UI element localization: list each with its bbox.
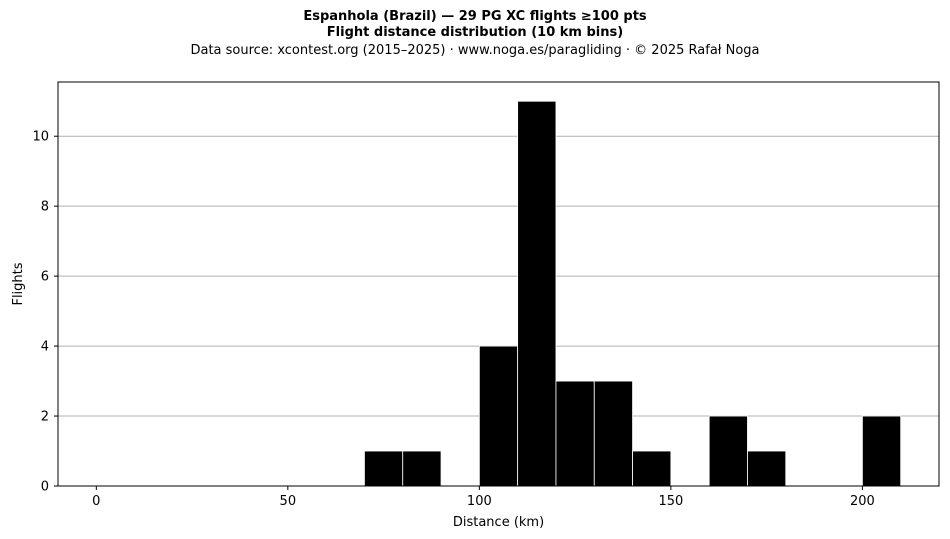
histogram-bar (593, 380, 633, 487)
histogram-bar (861, 415, 902, 487)
y-tick-label: 4 (41, 340, 49, 355)
histogram-bar (402, 450, 442, 487)
y-tick-label: 8 (41, 200, 49, 215)
tick-layer: 0 50 100 150 200 0 2 4 6 8 10 (32, 130, 874, 509)
histogram-bar (364, 450, 404, 487)
histogram-bar (478, 345, 519, 487)
chart-title: Espanhola (Brazil) — 29 PG XC flights ≥1… (303, 9, 647, 24)
y-tick-label: 2 (41, 410, 49, 425)
y-axis-label: Flights (11, 262, 26, 305)
chart-subtitle: Flight distance distribution (10 km bins… (326, 25, 624, 40)
x-tick-label: 200 (850, 494, 875, 509)
histogram-bar (708, 415, 748, 487)
x-tick-label: 100 (467, 494, 492, 509)
source-note: Data source: xcontest.org (2015–2025) · … (190, 43, 760, 58)
bar-layer (364, 100, 902, 487)
histogram-bar (632, 450, 672, 487)
histogram-bar (517, 100, 557, 487)
y-tick-label: 0 (41, 480, 49, 495)
x-tick-label: 150 (658, 494, 683, 509)
x-tick-label: 50 (280, 494, 297, 509)
histogram-bar (747, 450, 787, 487)
y-tick-label: 10 (32, 130, 49, 145)
axes-frame (57, 81, 940, 487)
y-tick-label: 6 (41, 270, 49, 285)
x-axis-label: Distance (km) (453, 515, 544, 530)
histogram-bar (555, 380, 595, 487)
x-tick-label: 0 (92, 494, 100, 509)
